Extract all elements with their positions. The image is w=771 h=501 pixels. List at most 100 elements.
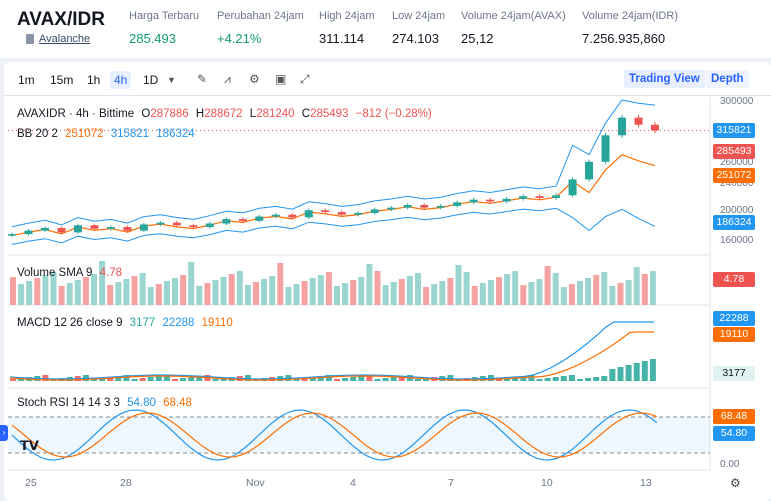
candle-body bbox=[585, 161, 594, 180]
price-tick: 200000 bbox=[720, 205, 754, 216]
volume-bar bbox=[487, 280, 494, 305]
macd-histogram-bar bbox=[99, 378, 106, 381]
volume-bar bbox=[374, 271, 381, 305]
volume-bar bbox=[577, 281, 583, 305]
candle-body bbox=[57, 227, 66, 233]
draw-icon[interactable]: ✎ bbox=[197, 72, 208, 86]
volume-bar bbox=[512, 271, 519, 305]
volume-bar bbox=[536, 279, 543, 305]
candle-body bbox=[420, 205, 429, 208]
candle-body bbox=[8, 234, 16, 236]
candle-body bbox=[73, 225, 82, 233]
macd-histogram-bar bbox=[585, 378, 592, 381]
timeframe-15m[interactable]: 15m bbox=[50, 73, 74, 87]
volume-bar bbox=[496, 277, 502, 305]
bb-upper-badge: 315821 bbox=[713, 123, 755, 138]
volume-value: 4.78 bbox=[99, 267, 123, 279]
candle-body bbox=[651, 124, 659, 131]
stat-low: Low 24jam 274.103 bbox=[392, 10, 445, 46]
volume-bar bbox=[42, 275, 49, 305]
macd-histogram-bar bbox=[196, 376, 203, 381]
chart-settings-icon[interactable]: ⚙ bbox=[730, 476, 741, 490]
timeframe-dropdown-icon[interactable]: ▼ bbox=[167, 75, 176, 85]
macd-histogram-bar bbox=[390, 377, 397, 381]
macd-histogram-bar bbox=[301, 378, 308, 381]
macd-histogram-bar bbox=[91, 379, 97, 381]
macd-histogram-bar bbox=[147, 377, 154, 381]
close-value: 285493 bbox=[310, 108, 349, 120]
candle-body bbox=[486, 199, 495, 202]
macd-histogram-bar bbox=[544, 378, 551, 381]
volume-bar bbox=[617, 283, 624, 305]
stoch-axis-zero: 0.00 bbox=[720, 459, 740, 470]
volume-bar bbox=[163, 281, 170, 305]
stat-volume-idr: Volume 24jam(IDR) 7.256.935,860 bbox=[582, 10, 678, 46]
asset-name-link[interactable]: Avalanche bbox=[26, 33, 90, 45]
side-panel-toggle[interactable]: › bbox=[0, 425, 8, 441]
volume-bar bbox=[544, 266, 551, 305]
volume-bar bbox=[350, 280, 357, 305]
macd-histogram-bar bbox=[155, 376, 162, 381]
macd-histogram-bar bbox=[325, 375, 332, 381]
volume-bar bbox=[293, 284, 300, 305]
volume-bar bbox=[439, 281, 446, 305]
macd-line-value: 22288 bbox=[162, 317, 195, 329]
settings-icon[interactable]: ⚙ bbox=[249, 72, 260, 86]
volume-bar bbox=[123, 279, 130, 305]
trading-view-button[interactable]: Trading View bbox=[624, 70, 705, 88]
open-label: O bbox=[141, 108, 151, 120]
volume-bar bbox=[366, 264, 373, 305]
timeframe-1m[interactable]: 1m bbox=[18, 73, 35, 87]
volume-label: Volume SMA 9 bbox=[17, 267, 93, 279]
low-value: 281240 bbox=[256, 108, 295, 120]
macd-histogram-bar bbox=[350, 377, 357, 381]
bb-legend: BB 20 2 251072 315821 186324 bbox=[17, 128, 199, 140]
timeframe-1h[interactable]: 1h bbox=[87, 73, 101, 87]
indicators-icon[interactable]: ⩘ bbox=[224, 72, 231, 86]
bb-upper-line bbox=[11, 99, 656, 228]
macd-histogram-bar bbox=[342, 378, 349, 381]
low-label: L bbox=[249, 108, 257, 120]
candle-body bbox=[535, 196, 544, 198]
bb-upper-value: 315821 bbox=[110, 128, 150, 140]
chart-toolbar: 1m 15m 1h 4h 1D ▼ ✎ ⩘ ⚙ ▣ ⤢ Trading View… bbox=[4, 62, 771, 96]
volume-bar bbox=[196, 286, 203, 305]
macd-histogram-bar bbox=[560, 376, 567, 381]
macd-hist-badge: 3177 bbox=[713, 366, 755, 381]
stat-label: Low 24jam bbox=[392, 10, 446, 22]
stat-value: 25,12 bbox=[461, 31, 494, 46]
save-icon[interactable]: ▣ bbox=[275, 72, 287, 86]
timeframe-4h[interactable]: 4h bbox=[110, 71, 132, 89]
bb-lower-line bbox=[11, 207, 656, 245]
volume-bar bbox=[26, 281, 33, 305]
candle-body bbox=[205, 223, 214, 228]
timeframe-1d[interactable]: 1D bbox=[143, 73, 159, 87]
volume-bar bbox=[82, 277, 89, 305]
depth-button[interactable]: Depth bbox=[706, 70, 749, 88]
volume-bar bbox=[358, 277, 365, 305]
candle-body bbox=[238, 219, 247, 221]
macd-histogram-bar bbox=[131, 379, 138, 381]
volume-bar bbox=[479, 283, 486, 305]
volume-bar bbox=[471, 286, 478, 305]
x-tick: 13 bbox=[640, 477, 652, 489]
macd-histogram-bar bbox=[528, 375, 535, 381]
volume-bar bbox=[382, 285, 389, 305]
volume-bar bbox=[131, 276, 138, 305]
macd-histogram-bar bbox=[244, 375, 251, 381]
volume-bar bbox=[253, 282, 259, 305]
volume-bar bbox=[325, 272, 332, 305]
macd-histogram-bar bbox=[220, 378, 227, 381]
candle-body bbox=[453, 202, 462, 206]
bb-lower-value: 186324 bbox=[156, 128, 195, 140]
volume-bar bbox=[463, 272, 470, 305]
volume-bar bbox=[309, 278, 316, 305]
candle-body bbox=[271, 214, 280, 217]
fullscreen-icon[interactable]: ⤢ bbox=[300, 72, 310, 86]
macd-histogram-bar bbox=[382, 378, 389, 381]
candle-body bbox=[618, 117, 627, 136]
volume-bar bbox=[180, 275, 187, 305]
volume-legend: Volume SMA 9 4.78 bbox=[17, 267, 126, 279]
volume-bar bbox=[406, 276, 413, 305]
volume-bar bbox=[115, 282, 122, 305]
